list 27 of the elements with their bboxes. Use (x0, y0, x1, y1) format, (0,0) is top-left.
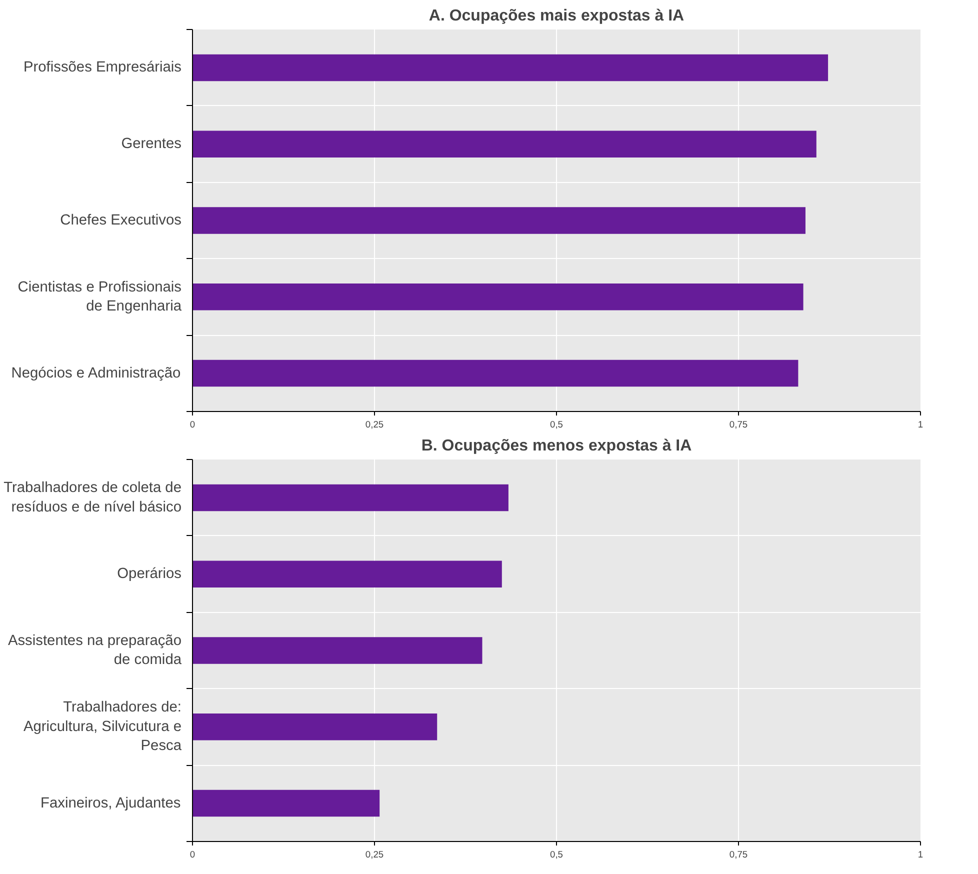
x-tick-label: 1 (918, 850, 924, 860)
y-tick-label: Trabalhadores de coleta de resíduos e de nível básico (4, 480, 182, 516)
x-tick-label: 0,5 (550, 420, 563, 430)
y-tick-label: Gerentes (121, 136, 182, 152)
y-tick-label: Trabalhadores de: Agricultura, Silvicutura e Pesca (23, 700, 182, 754)
y-tick-label: Operários (117, 566, 182, 582)
bar (192, 560, 502, 588)
chart-title: B. Ocupações menos expostas à IA (421, 438, 692, 454)
x-tick-label: 0 (190, 850, 196, 860)
x-tick-label: 0,5 (550, 850, 563, 860)
y-tick-label: Chefes Executivos (60, 212, 182, 228)
x-tick-label: 1 (918, 420, 924, 430)
chart-title: A. Ocupações mais expostas à IA (428, 8, 685, 24)
y-tick-label: Assistentes na preparação de comida (8, 632, 182, 668)
y-tick-label: Negócios e Administração (11, 365, 181, 382)
y-tick-label: Profissões Empresáriais (23, 60, 182, 76)
y-tick-label: Faxineiros, Ajudantes (40, 795, 181, 812)
y-tick-label: Cientistas e Profissionais de Engenharia (18, 279, 182, 314)
bar (192, 637, 482, 664)
bar (192, 790, 380, 817)
x-tick-label: 0,25 (365, 420, 384, 430)
x-tick-label: 0,75 (729, 420, 748, 430)
bar (192, 714, 438, 740)
x-tick-label: 0 (190, 420, 196, 430)
x-tick-label: 0,25 (365, 850, 384, 860)
bar (192, 484, 508, 512)
x-tick-label: 0,75 (729, 850, 748, 860)
